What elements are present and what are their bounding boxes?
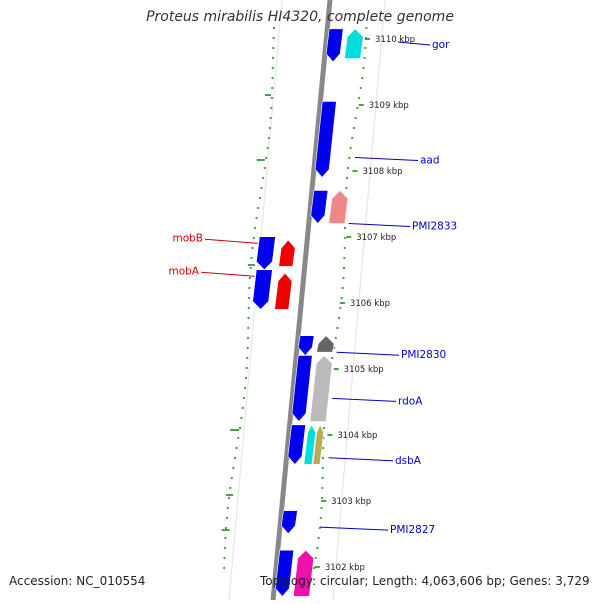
forward-gene bbox=[280, 510, 298, 535]
reverse-gene bbox=[303, 424, 316, 465]
genome-backbone bbox=[270, 0, 333, 601]
scale-tick-label: 3105 kbp bbox=[344, 365, 384, 375]
gene-label-leader bbox=[204, 238, 258, 244]
gene-label-leader bbox=[397, 41, 431, 46]
gene-label-leader bbox=[355, 157, 419, 161]
gene-label: mobB bbox=[172, 232, 203, 244]
forward-gene bbox=[314, 101, 337, 178]
scale-tick-label: 3102 kbp bbox=[325, 563, 365, 573]
scale-tick-label: 3108 kbp bbox=[362, 167, 402, 177]
gene-label: aad bbox=[420, 155, 440, 167]
forward-gene bbox=[252, 269, 273, 310]
reverse-gene bbox=[328, 190, 349, 224]
reverse-gene bbox=[316, 335, 335, 353]
scale-tick-label: 3106 kbp bbox=[350, 299, 390, 309]
scale-tick-label: 3110 kbp bbox=[375, 35, 415, 45]
reverse-gene bbox=[293, 549, 315, 597]
gene-label: mobA bbox=[168, 265, 199, 277]
gene-label-leader bbox=[332, 397, 397, 402]
gene-label-leader bbox=[319, 526, 389, 531]
forward-gene bbox=[256, 236, 276, 271]
gene-label: PMI2827 bbox=[390, 524, 435, 536]
scale-tick-label: 3103 kbp bbox=[331, 497, 371, 507]
gene-label: gor bbox=[432, 39, 450, 51]
forward-gene bbox=[325, 28, 344, 63]
reverse-gene bbox=[274, 272, 293, 310]
reverse-gene bbox=[344, 28, 364, 59]
gene-label: PMI2833 bbox=[412, 221, 457, 233]
gene-label: rdoA bbox=[398, 395, 423, 407]
reverse-gene bbox=[312, 424, 324, 465]
gene-label-leader bbox=[348, 223, 411, 227]
outer-ring-line bbox=[332, 0, 386, 601]
gene-label-leader bbox=[200, 271, 255, 277]
forward-gene bbox=[287, 424, 306, 465]
scale-tick-label: 3109 kbp bbox=[369, 101, 409, 111]
accession-label: Accession: NC_010554 bbox=[9, 574, 146, 588]
topology-summary: Topology: circular; Length: 4,063,606 bp… bbox=[260, 574, 590, 588]
reverse-gene bbox=[309, 355, 333, 422]
scale-tick-label: 3107 kbp bbox=[356, 233, 396, 243]
gene-label: dsbA bbox=[395, 455, 422, 467]
gene-label-leader bbox=[336, 351, 400, 356]
forward-gene bbox=[275, 549, 295, 597]
gene-label-leader bbox=[328, 457, 394, 462]
forward-gene bbox=[291, 355, 313, 422]
forward-gene bbox=[310, 190, 329, 224]
forward-gene bbox=[297, 335, 315, 356]
reverse-gene bbox=[278, 239, 296, 267]
scale-tick-label: 3104 kbp bbox=[337, 431, 377, 441]
gene-label: PMI2830 bbox=[401, 349, 446, 361]
